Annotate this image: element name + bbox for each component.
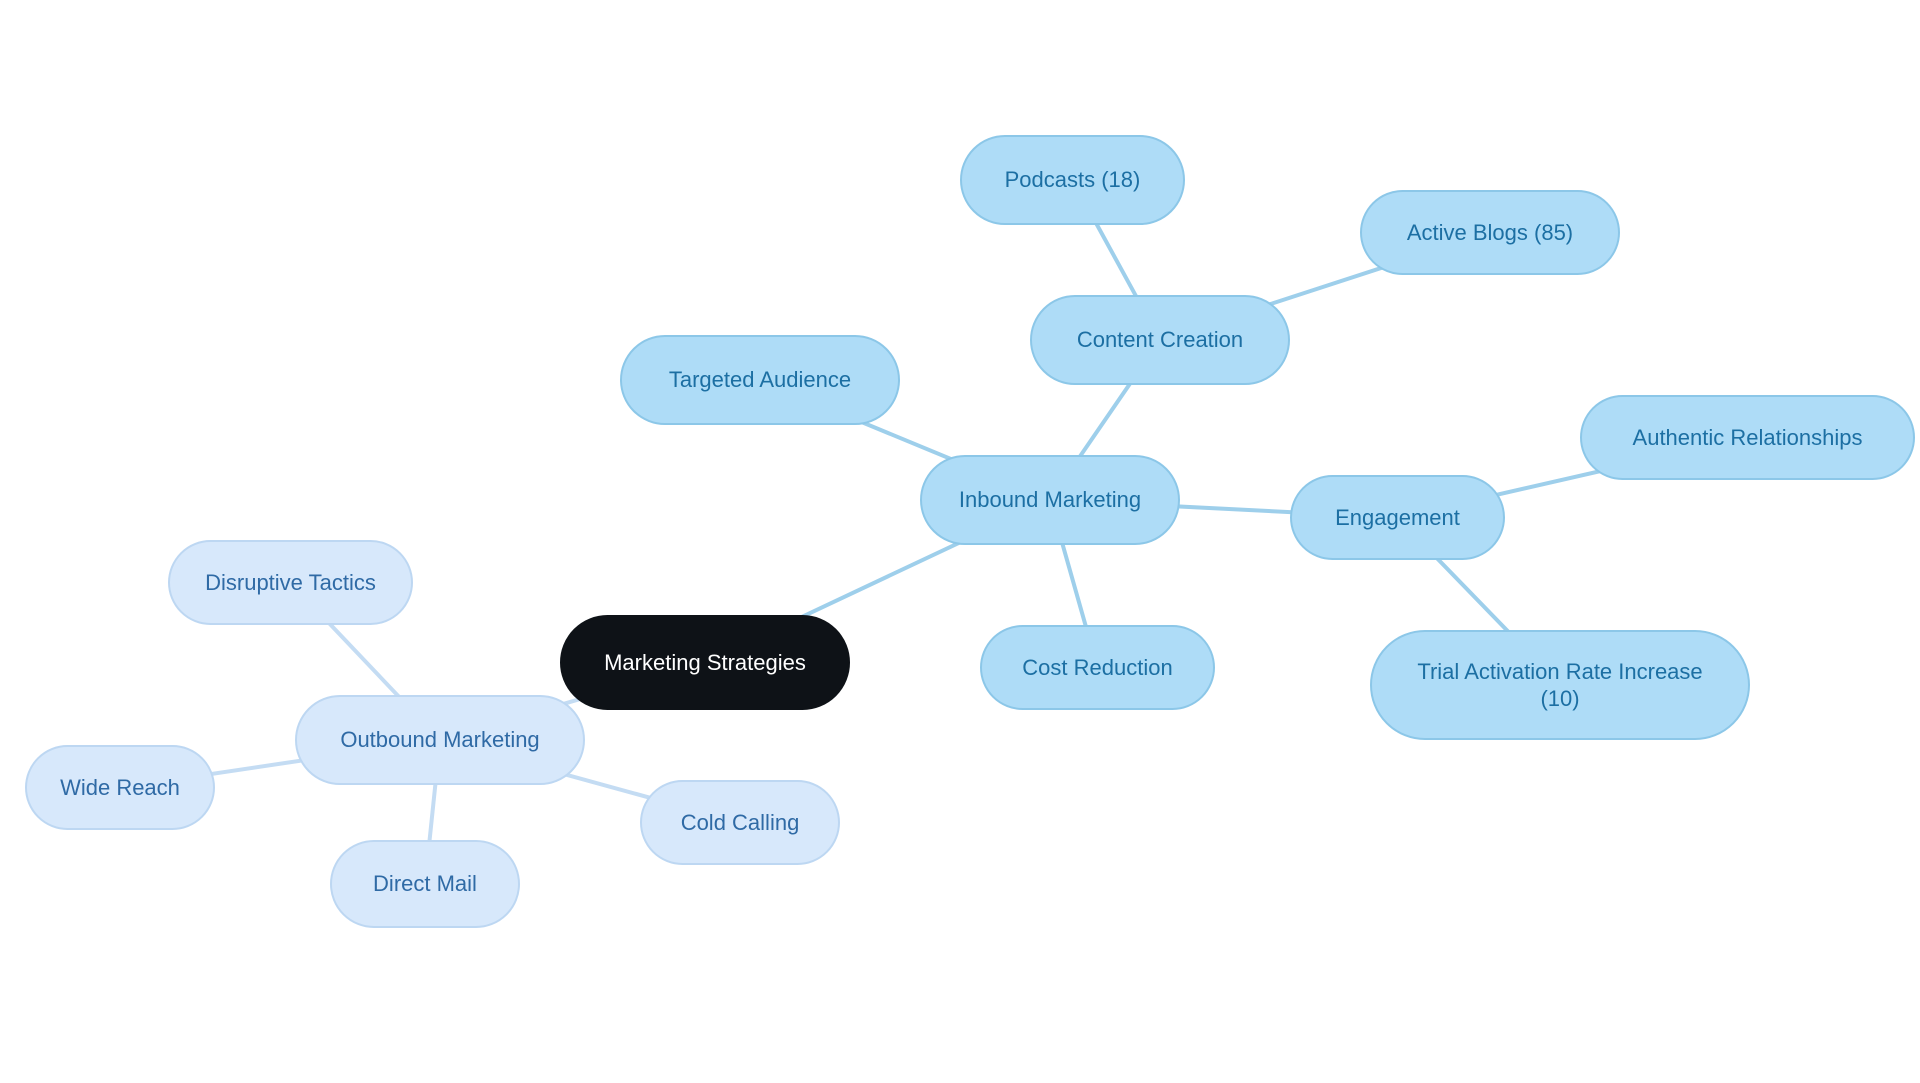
node-reach[interactable]: Wide Reach [25,745,215,830]
node-auth[interactable]: Authentic Relationships [1580,395,1915,480]
node-podcasts[interactable]: Podcasts (18) [960,135,1185,225]
node-label: Podcasts (18) [1005,166,1141,194]
node-outbound[interactable]: Outbound Marketing [295,695,585,785]
node-label: Engagement [1335,504,1460,532]
node-label: Targeted Audience [669,366,851,394]
node-disrupt[interactable]: Disruptive Tactics [168,540,413,625]
node-label: Cold Calling [681,809,800,837]
node-label: Cost Reduction [1022,654,1172,682]
mindmap-canvas: Marketing Strategies Outbound Marketing Di… [0,0,1920,1083]
node-root[interactable]: Marketing Strategies [560,615,850,710]
node-inbound[interactable]: Inbound Marketing [920,455,1180,545]
node-label: Outbound Marketing [340,726,539,754]
node-content[interactable]: Content Creation [1030,295,1290,385]
node-label: Content Creation [1077,326,1243,354]
node-engage[interactable]: Engagement [1290,475,1505,560]
node-label: Wide Reach [60,774,180,802]
node-label: Trial Activation Rate Increase (10) [1417,658,1702,713]
node-label: Direct Mail [373,870,477,898]
node-targeted[interactable]: Targeted Audience [620,335,900,425]
node-label: Marketing Strategies [604,649,806,677]
node-label: Inbound Marketing [959,486,1141,514]
node-cold[interactable]: Cold Calling [640,780,840,865]
node-label: Authentic Relationships [1633,424,1863,452]
node-costred[interactable]: Cost Reduction [980,625,1215,710]
node-label: Active Blogs (85) [1407,219,1573,247]
node-trial[interactable]: Trial Activation Rate Increase (10) [1370,630,1750,740]
node-label: Disruptive Tactics [205,569,376,597]
node-blogs[interactable]: Active Blogs (85) [1360,190,1620,275]
node-mail[interactable]: Direct Mail [330,840,520,928]
